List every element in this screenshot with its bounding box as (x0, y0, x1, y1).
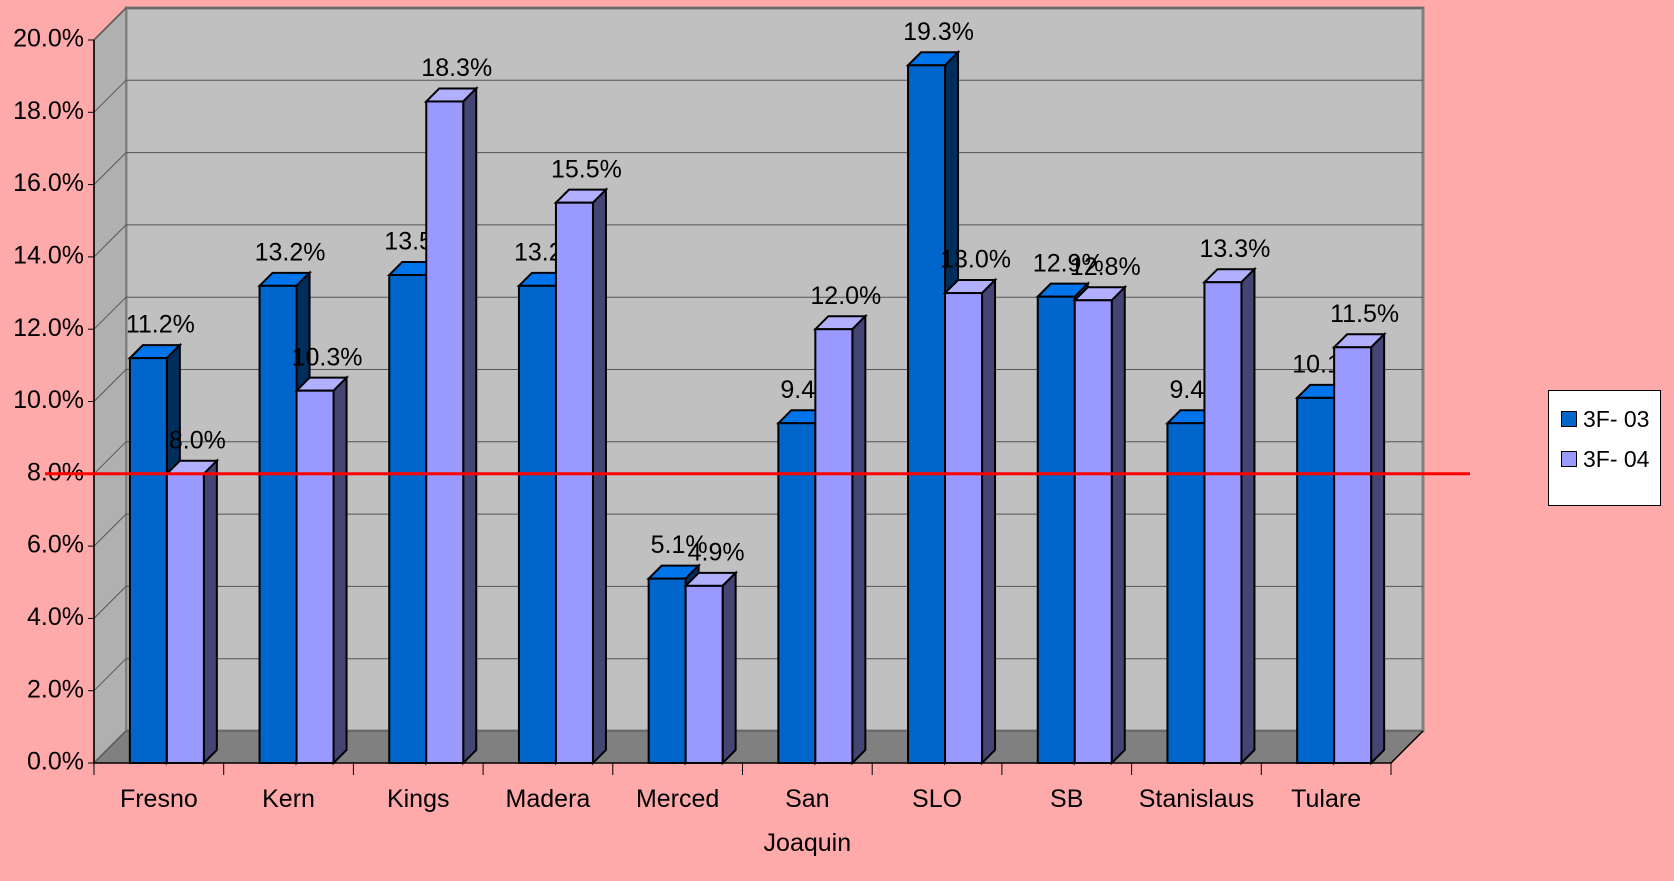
bar (683, 570, 739, 766)
bar (294, 375, 349, 766)
grid-line-side (93, 152, 127, 185)
y-tick-label: 2.0% (27, 675, 84, 703)
bar (553, 187, 609, 766)
data-label: 13.0% (940, 246, 1011, 274)
data-label: 4.9% (688, 538, 745, 566)
grid-line-side (93, 658, 127, 692)
bar-front (1073, 299, 1113, 764)
bar-front (388, 273, 428, 764)
legend-label: 3F- 04 (1583, 445, 1650, 472)
legend-swatch (1561, 411, 1577, 427)
grid-line-side (93, 730, 127, 764)
data-label: 8.0% (169, 426, 226, 454)
data-label: 13.2% (255, 238, 326, 266)
data-label: 11.2% (126, 311, 195, 339)
bar-front (907, 64, 947, 765)
bar (1202, 266, 1257, 766)
bar-side (981, 277, 997, 766)
grid-line-side (93, 586, 127, 619)
data-label: 10.3% (292, 343, 363, 371)
bar-front (1166, 422, 1206, 764)
x-tick-label: San Joaquin (763, 785, 852, 857)
grid-line-side (93, 7, 127, 41)
y-tick-label: 14.0% (13, 242, 84, 270)
grid-line-side (93, 79, 127, 113)
bar-front (554, 201, 594, 765)
bar-front (1036, 295, 1076, 764)
y-tick-label: 10.0% (13, 386, 84, 414)
data-label: 5.1% (651, 531, 708, 559)
bar (1331, 331, 1387, 766)
bar-side (591, 187, 607, 766)
grid-line-side (93, 296, 127, 330)
x-tick-label: Tulare (1291, 785, 1362, 813)
bar-front (944, 292, 984, 764)
bar-side (1110, 284, 1126, 766)
bar-front (1333, 346, 1373, 764)
bar-front (1296, 396, 1336, 764)
legend-item: 3F- 04 (1561, 445, 1660, 472)
data-label: 15.5% (551, 155, 622, 183)
x-tick-label: SB (1050, 785, 1084, 813)
legend-swatch (1561, 451, 1577, 467)
legend: 3F- 03 3F- 04 (1548, 390, 1661, 506)
bar-front (684, 584, 724, 764)
x-tick-label: Merced (635, 785, 720, 813)
x-tick-label: Stanislaus (1138, 785, 1255, 813)
bar-side (462, 86, 478, 766)
data-label: 11.5% (1330, 300, 1399, 328)
data-label: 12.8% (1070, 253, 1141, 281)
bar-front (814, 328, 854, 764)
data-label: 12.9% (1033, 249, 1104, 277)
bar (1072, 284, 1128, 766)
bar-side (721, 570, 737, 766)
x-tick-label: Madera (505, 785, 591, 813)
bar-front (295, 389, 335, 764)
grid-line-side (93, 224, 127, 258)
grid-line-side (93, 513, 127, 547)
y-tick-label: 18.0% (13, 97, 84, 125)
y-tick-label: 0.0% (27, 748, 84, 776)
grid-line-side (93, 441, 127, 475)
bar (942, 277, 998, 766)
bar-front (128, 357, 168, 764)
bar-front (1203, 281, 1243, 764)
x-tick-label: Kings (386, 785, 450, 813)
bar-side (332, 375, 348, 766)
legend-item: 3F- 03 (1561, 405, 1660, 432)
x-tick-label: Kern (262, 785, 315, 813)
y-tick-label: 6.0% (27, 531, 84, 559)
bar-side (1370, 331, 1386, 766)
bar-side (202, 458, 218, 766)
data-label: 13.3% (1200, 235, 1271, 263)
data-label: 12.0% (810, 282, 881, 310)
x-tick-label: SLO (912, 785, 963, 813)
bar-front (425, 100, 465, 764)
bar-front (517, 284, 557, 764)
bar-front (647, 577, 687, 765)
y-tick-label: 20.0% (13, 25, 84, 53)
bar-side (1240, 266, 1256, 766)
x-axis-back (1390, 730, 1424, 764)
grid-line-side (93, 369, 127, 402)
bar-front (165, 472, 205, 764)
bar (423, 86, 479, 766)
bar-side (851, 313, 867, 766)
bar (164, 458, 220, 766)
data-label: 18.3% (421, 54, 492, 82)
legend-label: 3F- 03 (1583, 405, 1650, 432)
bar (812, 313, 868, 766)
y-tick-label: 4.0% (27, 603, 84, 631)
data-label: 19.3% (903, 18, 974, 46)
x-tick-label: Fresno (119, 785, 198, 813)
y-tick-label: 12.0% (13, 314, 84, 342)
y-tick-label: 16.0% (13, 169, 84, 197)
